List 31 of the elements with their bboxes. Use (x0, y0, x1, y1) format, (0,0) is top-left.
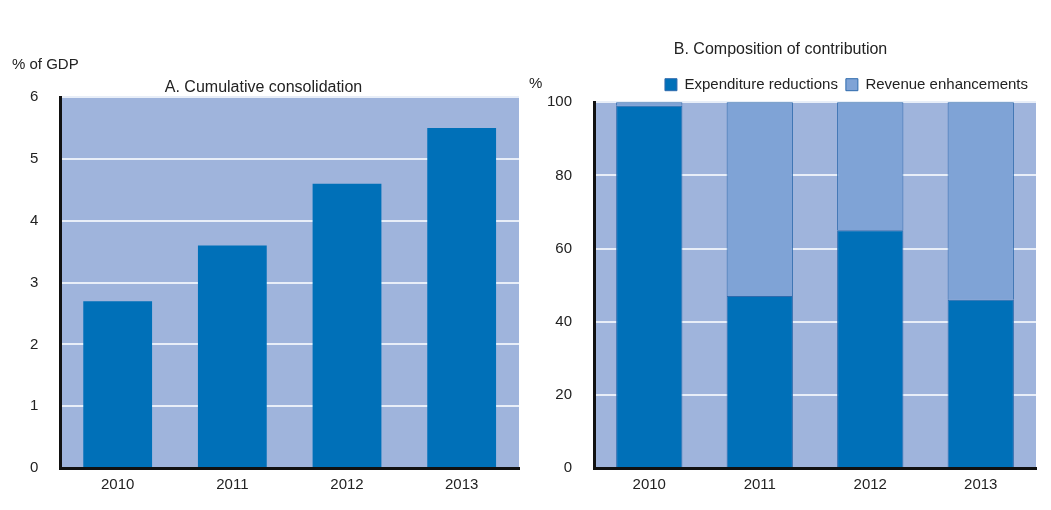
y-axis-title: % of GDP (12, 55, 79, 73)
x-tick-label: 2011 (216, 475, 249, 493)
y-tick-label: 4 (30, 210, 39, 228)
y-tick-label: 100 (547, 92, 573, 110)
y-tick-label: 1 (30, 396, 39, 414)
y-tick-label: 6 (30, 87, 39, 105)
chart-title: B. Composition of contribution (673, 40, 888, 58)
y-tick-label: 0 (563, 458, 573, 476)
y-tick-label: 0 (30, 458, 39, 476)
y-tick-label: 20 (555, 384, 573, 402)
x-tick-label: 2012 (853, 475, 887, 493)
bar (427, 128, 497, 467)
y-axis-title: % (529, 74, 543, 92)
y-tick-label: 5 (30, 149, 39, 167)
x-tick-label: 2011 (743, 475, 776, 493)
x-tick-label: 2012 (330, 475, 364, 493)
x-tick-label: 2010 (632, 475, 666, 493)
x-tick-label: 2010 (100, 475, 135, 493)
bar (312, 183, 382, 467)
y-tick-label: 60 (555, 238, 573, 256)
x-tick-label: 2013 (444, 475, 479, 493)
x-tick-label: 2013 (964, 475, 998, 493)
chart-title: A. Cumulative consolidation (164, 78, 363, 96)
bar (83, 301, 153, 467)
y-tick-label: 2 (30, 334, 39, 352)
y-tick-label: 80 (555, 165, 573, 183)
legend-label: Revenue enhancements (865, 74, 1029, 92)
y-tick-label: 40 (555, 311, 573, 329)
legend-label: Expenditure reductions (684, 74, 838, 92)
bar (197, 245, 267, 467)
y-tick-label: 3 (30, 272, 39, 290)
